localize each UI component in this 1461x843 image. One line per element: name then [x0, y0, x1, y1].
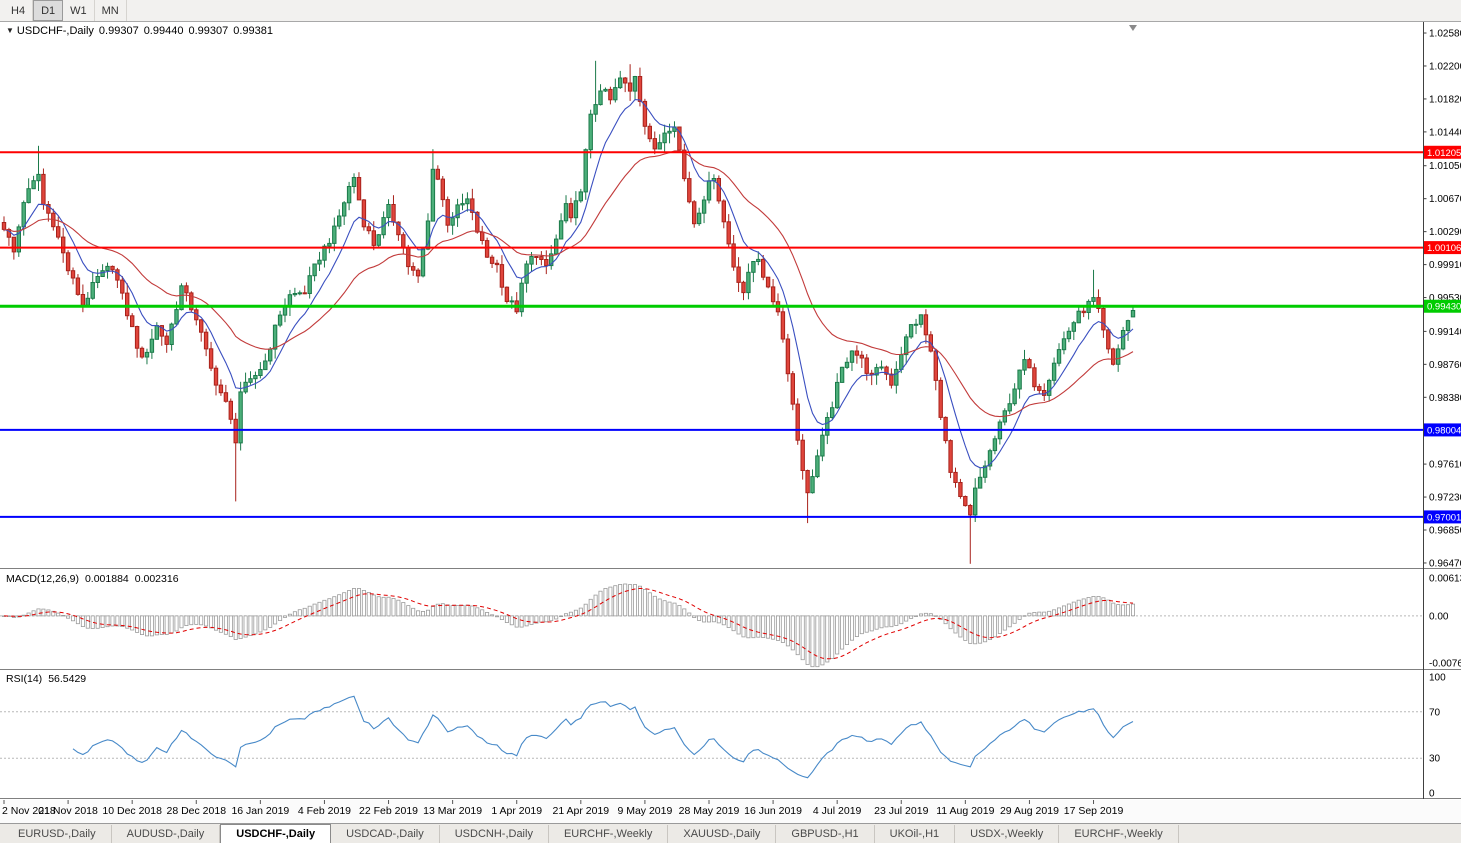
timeframe-buttons: H4 D1 W1 MN [4, 0, 127, 21]
chart-window: 1.02580 1.02200 1.01820 1.01440 1.01050 1.006… [0, 22, 1461, 823]
rsi-series [72, 695, 1134, 779]
moving-average-line [3, 99, 1134, 469]
timeframe-toolbar: H4 D1 W1 MN [0, 0, 1461, 22]
rsi-axis-label: 30 [1429, 754, 1441, 765]
date-label: 4 Feb 2019 [298, 805, 351, 817]
price-tick-label: 0.96470 [1429, 558, 1461, 569]
price-tick-label: 1.01820 [1429, 94, 1461, 105]
timeframe-button-d1[interactable]: D1 [33, 0, 64, 21]
macd-series [2, 583, 1136, 668]
level-price-tag-label: 1.01205 [1427, 148, 1461, 159]
time-axis[interactable] [0, 799, 1423, 823]
date-label: 13 Mar 2019 [423, 805, 482, 817]
price-tick-label: 1.00670 [1429, 194, 1461, 205]
chart-symbol-period: USDCHF-,Daily [16, 25, 94, 37]
level-price-tag [1424, 423, 1461, 437]
level-price-tag [1424, 299, 1461, 313]
timeframe-button-h4[interactable]: H4 [4, 0, 34, 21]
date-label: 29 Aug 2019 [1000, 805, 1059, 817]
rsi-axis-label: 70 [1429, 707, 1441, 718]
chart-tab-ukoil-h1[interactable]: UKOil-,H1 [875, 825, 956, 843]
chart-tab-bar: EURUSD-,Daily AUDUSD-,Daily USDCHF-,Daily U… [0, 823, 1461, 843]
macd-axis-max: 0.00613 [1429, 574, 1461, 585]
time-axis-background [0, 800, 1461, 823]
date-label: 10 Dec 2018 [102, 805, 162, 817]
macd-signal-line [3, 587, 1134, 660]
date-label: 28 Dec 2018 [166, 805, 226, 817]
chart-canvas[interactable]: 1.02580 1.02200 1.01820 1.01440 1.01050 1.006… [0, 22, 1461, 823]
date-label: 16 Jun 2019 [744, 805, 802, 817]
chart-tab-eurusd-daily[interactable]: EURUSD-,Daily [3, 825, 112, 843]
date-label: 11 Aug 2019 [936, 805, 994, 817]
date-label: 23 Jul 2019 [874, 805, 928, 817]
level-price-tag-label: 0.97001 [1427, 512, 1461, 523]
price-tick-label: 1.01440 [1429, 127, 1461, 138]
rsi-axis-label: 100 [1429, 673, 1446, 684]
rsi-line [72, 695, 1134, 779]
ohlc-high: 0.99440 [143, 25, 184, 37]
date-label: 21 Nov 2018 [38, 805, 98, 817]
level-price-tag [1424, 510, 1461, 524]
macd-indicator-label: MACD(12,26,9) 0.001884 0.002316 [6, 573, 185, 585]
chart-tab-eurchf-weekly[interactable]: EURCHF-,Weekly [1059, 825, 1179, 843]
timeframe-button-mn[interactable]: MN [95, 0, 127, 21]
date-label: 28 May 2019 [679, 805, 740, 817]
chart-tab-audusd-daily[interactable]: AUDUSD-,Daily [112, 825, 221, 843]
timeframe-button-w1[interactable]: W1 [63, 0, 95, 21]
rsi-name: RSI(14) [6, 673, 43, 685]
macd-name: MACD(12,26,9) [6, 573, 79, 585]
price-tick-label: 1.02580 [1429, 29, 1461, 40]
chart-tab-usdcad-daily[interactable]: USDCAD-,Daily [331, 825, 440, 843]
rsi-axis-label: 0 [1429, 789, 1435, 800]
chart-background [0, 22, 1461, 823]
level-price-tag-label: 0.98004 [1427, 425, 1461, 436]
level-price-tag [1424, 241, 1461, 255]
price-axis[interactable] [1423, 22, 1461, 799]
date-label: 2 Nov 2018 [2, 805, 56, 817]
date-label: 1 Apr 2019 [491, 805, 542, 817]
date-label: 17 Sep 2019 [1064, 805, 1124, 817]
level-price-tag-label: 0.99430 [1427, 302, 1461, 313]
ohlc-low: 0.99307 [188, 25, 229, 37]
rsi-indicator-label: RSI(14) 56.5429 [6, 673, 92, 685]
ohlc-close: 0.99381 [233, 25, 273, 37]
chart-shift-marker-icon[interactable] [1128, 25, 1137, 31]
symbol-dropdown-icon[interactable]: ▼ [6, 26, 14, 35]
ohlc-open: 0.99307 [98, 25, 139, 37]
date-label: 4 Jul 2019 [813, 805, 862, 817]
chart-title: ▼ USDCHF-,Daily 0.99307 0.99440 0.99307 0.993… [6, 25, 278, 37]
chart-tab-gbpusd-h1[interactable]: GBPUSD-,H1 [776, 825, 875, 843]
price-tick-label: 1.02200 [1429, 61, 1461, 72]
chart-tab-eurchf-weekly[interactable]: EURCHF-,Weekly [549, 825, 669, 843]
level-price-tag-label: 1.00106 [1427, 243, 1461, 254]
macd-axis-zero: 0.00 [1429, 611, 1449, 622]
chart-tab-xauusd-daily[interactable]: XAUUSD-,Daily [668, 825, 777, 843]
macd-main-value: 0.001884 [84, 573, 129, 585]
date-label: 16 Jan 2019 [231, 805, 289, 817]
macd-signal-value: 0.002316 [134, 573, 179, 585]
price-tick-label: 1.01050 [1429, 161, 1461, 172]
chart-tab-usdx-weekly[interactable]: USDX-,Weekly [955, 825, 1060, 843]
chart-tab-usdchf-daily[interactable]: USDCHF-,Daily [220, 824, 332, 843]
rsi-value: 56.5429 [48, 673, 87, 685]
chart-tab-usdcnh-daily[interactable]: USDCNH-,Daily [440, 825, 549, 843]
date-label: 21 Apr 2019 [552, 805, 609, 817]
date-label: 22 Feb 2019 [359, 805, 418, 817]
date-label: 9 May 2019 [617, 805, 672, 817]
candlestick-series [1, 60, 1136, 564]
level-price-tag [1424, 145, 1461, 159]
